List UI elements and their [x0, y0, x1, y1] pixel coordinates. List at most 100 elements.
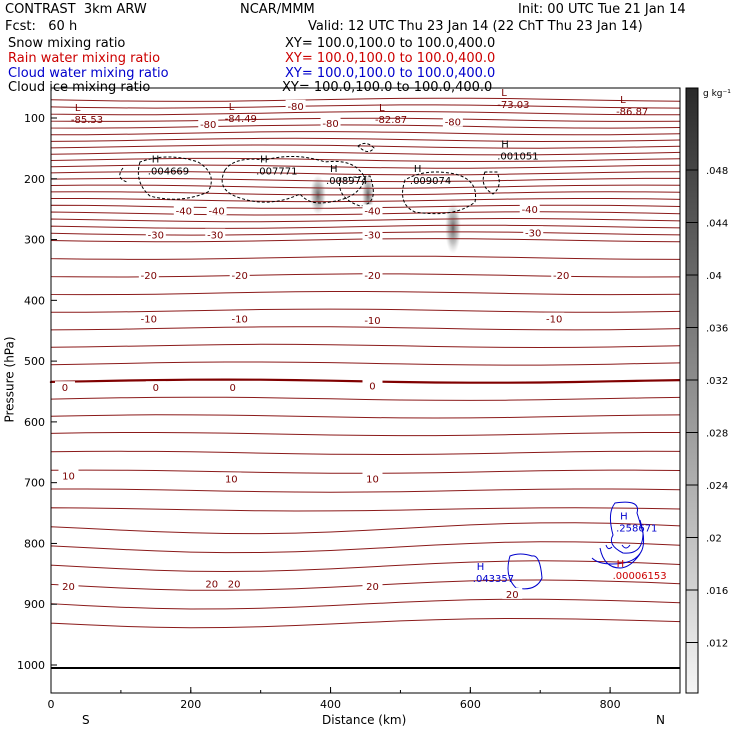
- contour-label: -80: [200, 120, 216, 131]
- y-tick-label: 100: [24, 112, 45, 125]
- contour-label-bg: [551, 268, 572, 280]
- contour-label-bg: [145, 381, 166, 393]
- colorbar-label: .02: [706, 534, 722, 545]
- contour-label: 0: [230, 383, 236, 394]
- isotherm-line: [50, 224, 681, 229]
- contour-label-bg: [362, 579, 383, 591]
- colorbar-label: .048: [706, 166, 728, 177]
- extremum-value: .008974: [326, 176, 367, 187]
- field-xy: XY= 100.0,100.0 to 100.0,400.0: [282, 80, 493, 95]
- cloud-water-contour: [591, 519, 645, 569]
- isotherm-line: [50, 144, 681, 149]
- contour-label: -40: [522, 205, 538, 216]
- colorbar-label: .028: [706, 429, 728, 440]
- contour-label-bg: [362, 268, 383, 280]
- colorbar-label: .024: [706, 481, 728, 492]
- contour-label-bg: [138, 312, 159, 324]
- contour-label: -10: [232, 315, 248, 326]
- isotherm-line: [50, 273, 681, 278]
- x-tick-label: 0: [48, 698, 55, 711]
- contour-label: -80: [322, 119, 338, 130]
- extremum-value: .004669: [148, 167, 189, 178]
- header-init: Init: 00 UTC Tue 21 Jan 14: [518, 2, 686, 17]
- extremum-value: .043357: [473, 574, 514, 585]
- isotherm-line: [50, 326, 681, 331]
- y-tick-label: 600: [24, 416, 45, 429]
- y-tick-label: 800: [24, 537, 45, 550]
- colorbar-label: .04: [706, 271, 722, 282]
- x-tick-label: 600: [460, 698, 481, 711]
- contour-label-bg: [362, 313, 383, 325]
- isotherm-line: [50, 217, 681, 223]
- contour-label-bg: [544, 312, 565, 324]
- snow-plumes: [310, 173, 461, 254]
- isotherm-line: [50, 598, 681, 610]
- isotherm-line: [50, 231, 681, 236]
- isotherm-line: [50, 617, 681, 629]
- isotherm-line: [50, 171, 681, 176]
- contour-label: -40: [208, 206, 224, 217]
- contour-label-bg: [229, 312, 250, 324]
- snow-plume: [362, 173, 374, 217]
- extremum-type: H: [617, 559, 625, 570]
- colorbar-label: .012: [706, 639, 728, 650]
- contour-labels: -80 -80 -80 -80 -40 -40 -40 -40 -30 -30 -30 -30 -20 -…: [54, 99, 572, 601]
- isotherm-line: [50, 211, 681, 216]
- y-tick-label: 300: [24, 234, 45, 247]
- header-model: CONTRAST 3km ARW: [5, 2, 147, 17]
- isotherm-line: [50, 291, 681, 296]
- ice-contour: [338, 175, 374, 207]
- isotherm-line: [50, 343, 681, 349]
- contour-label: 20: [366, 582, 379, 593]
- cloud-water-contour: [605, 544, 631, 550]
- extremum-type: H: [260, 155, 268, 166]
- snow-plume: [310, 175, 326, 215]
- temperature-contours: [49, 97, 681, 629]
- isotherm-line: [50, 560, 681, 573]
- contour-label-bg: [145, 228, 166, 240]
- isotherm-line: [50, 124, 681, 129]
- y-tick-label: 900: [24, 598, 45, 611]
- x-tick-label: 400: [320, 698, 341, 711]
- isotherm-line: [50, 414, 681, 419]
- isotherm-line: [50, 137, 681, 143]
- field-name: Snow mixing ratio: [8, 36, 126, 51]
- contour-label: -20: [141, 271, 157, 282]
- field-name: Rain water mixing ratio: [8, 51, 161, 66]
- contour-label: -10: [141, 315, 157, 326]
- isotherm-line: [50, 110, 680, 116]
- cloud-water-contour: [507, 553, 543, 590]
- y-tick-label: 400: [24, 294, 45, 307]
- header-fcst: Fcst: 60 h: [5, 19, 78, 34]
- contour-label-bg: [362, 472, 383, 484]
- isotherm-line: [50, 308, 681, 313]
- extremum-type: H: [501, 140, 509, 151]
- isotherm-line: [50, 361, 681, 366]
- isotherm-line: [50, 184, 681, 189]
- contour-label: 10: [62, 471, 75, 482]
- contour-label-bg: [362, 379, 383, 391]
- contour-label: -40: [176, 206, 192, 217]
- contour-label-bg: [138, 268, 159, 280]
- contour-label-bg: [362, 204, 383, 216]
- extremum-value: -82.87: [375, 115, 407, 126]
- contour-label-bg: [205, 228, 226, 240]
- contour-label-bg: [54, 381, 75, 393]
- contour-label-bg: [502, 587, 523, 599]
- contour-label: 10: [225, 474, 238, 485]
- isotherm-line: [50, 450, 681, 456]
- contour-label: 0: [62, 383, 68, 394]
- extremum-type: H: [620, 511, 628, 522]
- colorbar-unit: g kg⁻¹: [703, 89, 731, 99]
- contour-label-bg: [206, 204, 227, 216]
- extremum-value: -86.87: [616, 107, 648, 118]
- contour-label: -20: [364, 271, 380, 282]
- colorbar-label: .016: [706, 586, 728, 597]
- contour-label-bg: [222, 381, 243, 393]
- header-org: NCAR/MMM: [240, 2, 315, 17]
- contour-label: -30: [525, 228, 541, 239]
- isotherm-line: [50, 177, 680, 183]
- isotherm-line: [50, 541, 681, 554]
- extremum-value: -84.49: [225, 114, 257, 125]
- isotherm-line: [50, 507, 681, 512]
